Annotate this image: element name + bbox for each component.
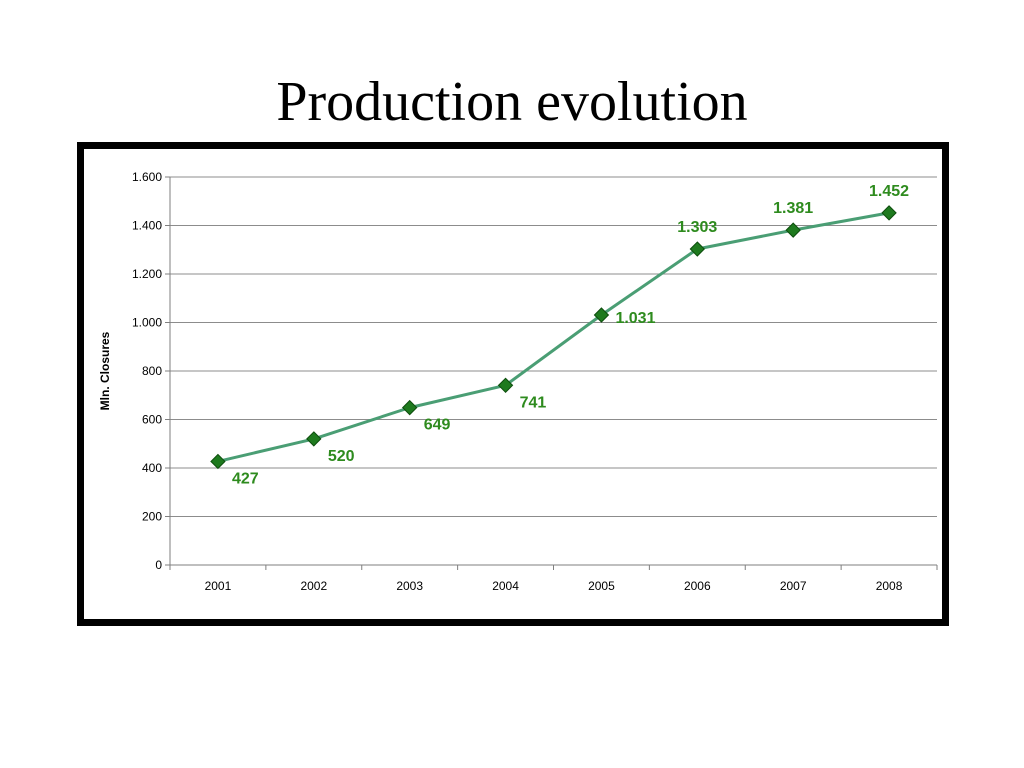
x-tick-label: 2006 <box>684 579 711 593</box>
data-point-marker <box>306 431 322 447</box>
x-tick-label: 2001 <box>205 579 232 593</box>
data-label: 1.303 <box>677 219 717 236</box>
y-tick-label: 400 <box>142 461 162 475</box>
y-tick-label: 1.000 <box>132 316 162 330</box>
data-label: 427 <box>232 470 259 487</box>
series-line <box>217 211 890 463</box>
y-tick-label: 0 <box>155 558 162 572</box>
data-label: 520 <box>328 448 355 465</box>
y-tick-label: 200 <box>142 510 162 524</box>
data-point-marker <box>497 377 514 394</box>
data-label: 649 <box>424 417 451 434</box>
data-point-marker <box>689 241 706 257</box>
data-point-marker <box>881 205 897 221</box>
chart-frame: 0 200 400 600 800 1.000 1.200 1.400 1.600 2001 20… <box>77 142 949 626</box>
axes <box>165 176 938 570</box>
y-tick-label: 600 <box>142 413 162 427</box>
x-tick-label: 2005 <box>588 579 615 593</box>
data-label: 1.381 <box>773 200 813 217</box>
x-tick-label: 2007 <box>780 579 807 593</box>
slide-title: Production evolution <box>276 71 748 133</box>
y-tick-labels: 0 200 400 600 800 1.000 1.200 1.400 1.600 <box>132 170 162 572</box>
data-point-marker <box>401 399 418 416</box>
data-point-marker <box>593 307 610 323</box>
data-label: 741 <box>520 394 547 411</box>
x-tick-label: 2008 <box>876 579 903 593</box>
x-tick-label: 2002 <box>300 579 327 593</box>
y-axis-title: Mln. Closures <box>98 331 112 410</box>
x-tick-label: 2003 <box>396 579 423 593</box>
series-line-path <box>217 211 890 463</box>
grid-lines <box>170 176 937 517</box>
series-markers <box>210 205 897 470</box>
y-tick-label: 1.200 <box>132 267 162 281</box>
data-labels: 427 520 649 741 1.031 1.303 1.381 1.452 <box>232 183 909 488</box>
data-point-marker <box>785 222 801 238</box>
y-tick-label: 800 <box>142 364 162 378</box>
x-tick-label: 2004 <box>492 579 519 593</box>
data-label: 1.452 <box>869 183 909 200</box>
x-tick-labels: 2001 2002 2003 2004 2005 2006 2007 2008 <box>205 579 903 593</box>
y-tick-label: 1.600 <box>132 170 162 184</box>
data-label: 1.031 <box>615 310 655 327</box>
data-point-marker <box>210 453 226 470</box>
y-tick-label: 1.400 <box>132 219 162 233</box>
